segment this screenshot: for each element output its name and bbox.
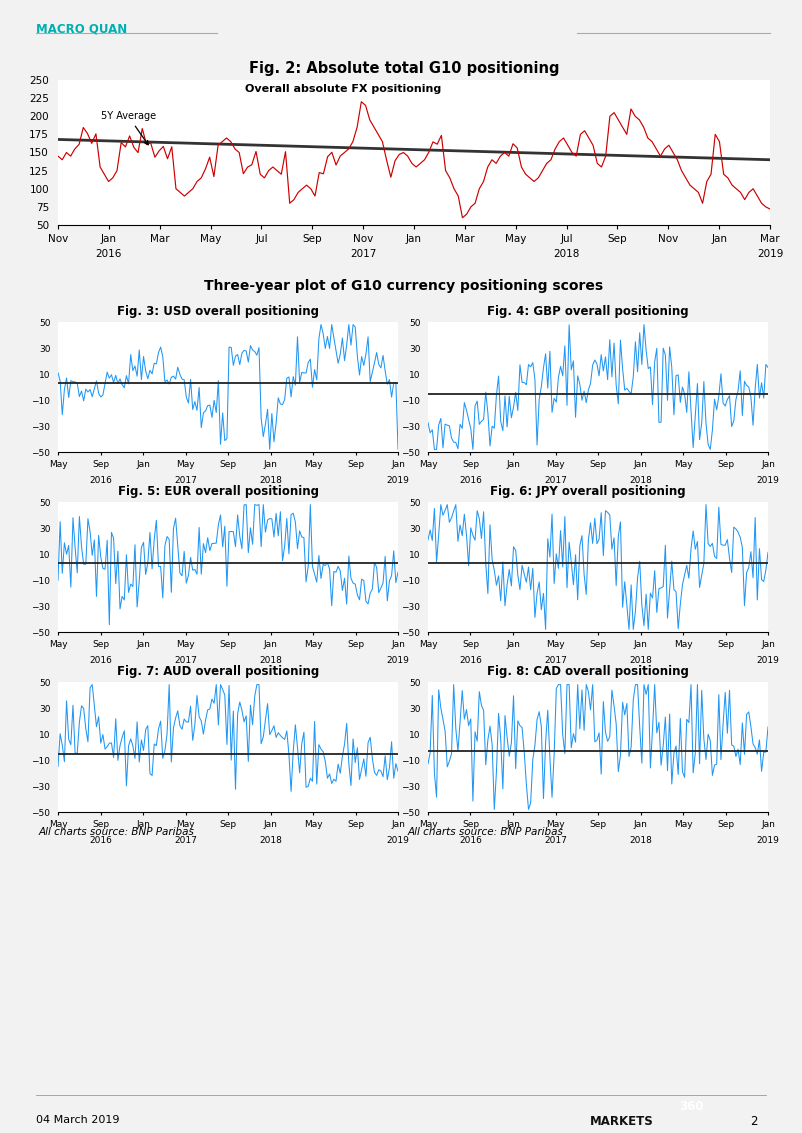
Text: 2019: 2019: [756, 836, 780, 845]
Text: 2018: 2018: [259, 476, 282, 485]
Text: MACRO QUAN: MACRO QUAN: [36, 22, 128, 35]
Text: Fig. 3: USD overall positioning: Fig. 3: USD overall positioning: [117, 305, 319, 317]
Text: 2019: 2019: [387, 476, 410, 485]
Text: 2017: 2017: [350, 249, 376, 259]
Text: 2018: 2018: [629, 476, 652, 485]
Text: 2017: 2017: [174, 656, 197, 665]
Text: 2016: 2016: [459, 836, 482, 845]
Text: 2017: 2017: [174, 836, 197, 845]
Text: 2017: 2017: [544, 656, 567, 665]
Text: 360: 360: [678, 1099, 703, 1113]
Text: 2016: 2016: [95, 249, 122, 259]
Text: 2019: 2019: [757, 249, 784, 259]
Text: 2017: 2017: [544, 836, 567, 845]
Text: 2017: 2017: [174, 476, 197, 485]
Text: 2019: 2019: [387, 836, 410, 845]
Text: 2016: 2016: [89, 836, 112, 845]
Text: 2: 2: [750, 1115, 757, 1128]
Text: 2016: 2016: [89, 656, 112, 665]
Text: 2018: 2018: [629, 836, 652, 845]
Text: Fig. 2: Absolute total G10 positioning: Fig. 2: Absolute total G10 positioning: [249, 61, 559, 77]
Text: Fig. 5: EUR overall positioning: Fig. 5: EUR overall positioning: [118, 485, 318, 497]
Text: All charts source: BNP Paribas: All charts source: BNP Paribas: [38, 827, 194, 837]
Text: 2017: 2017: [544, 476, 567, 485]
Text: All charts source: BNP Paribas: All charts source: BNP Paribas: [407, 827, 563, 837]
Text: Fig. 8: CAD overall positioning: Fig. 8: CAD overall positioning: [487, 664, 689, 678]
Text: 2018: 2018: [553, 249, 580, 259]
Text: Overall absolute FX positioning: Overall absolute FX positioning: [245, 84, 441, 94]
Text: Three-year plot of G10 currency positioning scores: Three-year plot of G10 currency position…: [205, 279, 604, 293]
Text: 2019: 2019: [387, 656, 410, 665]
Text: Fig. 7: AUD overall positioning: Fig. 7: AUD overall positioning: [117, 664, 319, 678]
Text: 2016: 2016: [89, 476, 112, 485]
Text: 2019: 2019: [756, 476, 780, 485]
Text: 2018: 2018: [259, 656, 282, 665]
Text: Fig. 6: JPY overall positioning: Fig. 6: JPY overall positioning: [490, 485, 686, 497]
Text: 2019: 2019: [756, 656, 780, 665]
Text: 2018: 2018: [629, 656, 652, 665]
Text: 2016: 2016: [459, 476, 482, 485]
Text: 5Y Average: 5Y Average: [101, 111, 156, 145]
Text: 2018: 2018: [259, 836, 282, 845]
Text: 2016: 2016: [459, 656, 482, 665]
Text: Fig. 4: GBP overall positioning: Fig. 4: GBP overall positioning: [487, 305, 689, 317]
Text: MARKETS: MARKETS: [589, 1115, 653, 1128]
Text: 04 March 2019: 04 March 2019: [36, 1115, 119, 1125]
